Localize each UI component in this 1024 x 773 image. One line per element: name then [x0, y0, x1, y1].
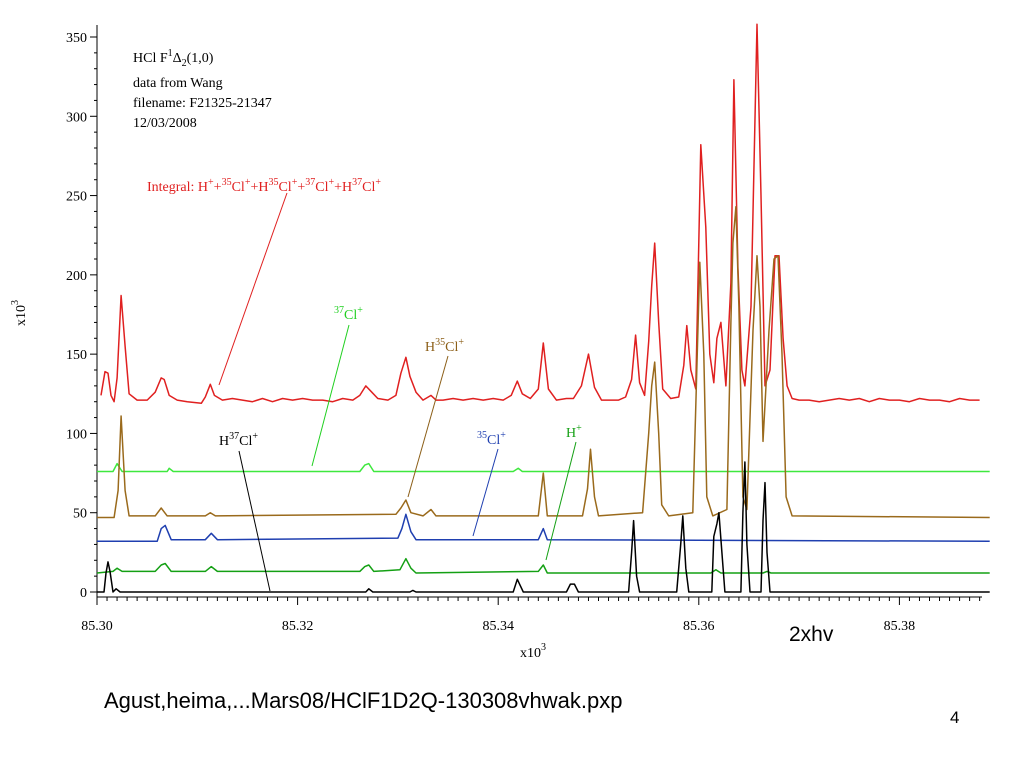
annotation-leader-h37cl: [238, 450, 271, 592]
y-axis-label: x103: [10, 300, 29, 326]
x-tick-label: 85.34: [482, 619, 514, 634]
series-line-cl37: [97, 462, 990, 473]
annotation-leader-h35cl: [407, 355, 449, 498]
y-tick-label: 200: [66, 269, 87, 284]
series-line-cl35: [97, 513, 990, 543]
y-tick-label: 300: [66, 110, 87, 125]
info-line-4: 12/03/2008: [133, 116, 197, 131]
series-line-h37cl: [97, 461, 990, 593]
y-tick-label: 250: [66, 190, 87, 205]
annotation-leader-integral: [218, 192, 288, 386]
annotation-label-cl37: 37Cl+: [334, 305, 363, 323]
annotation-label-cl35: 35Cl+: [477, 430, 506, 448]
series-line-hplus: [96, 557, 990, 574]
x-tick-label: 85.36: [683, 619, 715, 634]
series-line-h35cl: [97, 205, 990, 519]
y-tick-label: 100: [66, 427, 87, 442]
info-title: HCl F1Δ2(1,0): [133, 48, 214, 69]
file-path-caption: Agust,heima,...Mars08/HClF1D2Q-130308vhw…: [104, 688, 623, 713]
x-tick-label: 85.30: [81, 619, 113, 634]
page-number: 4: [950, 708, 960, 727]
annotation-leader-cl35: [472, 448, 499, 537]
y-tick-label: 350: [66, 31, 87, 46]
annotation-leader-cl37: [311, 324, 350, 467]
info-line-2: data from Wang: [133, 76, 223, 91]
two-photon-annotation: 2xhv: [789, 623, 834, 646]
x-axis-label: x103: [520, 642, 546, 661]
annotation-label-h37cl: H37Cl+: [219, 431, 258, 449]
y-tick-label: 0: [80, 586, 87, 601]
x-tick-label: 85.38: [884, 619, 916, 634]
x-tick-label: 85.32: [282, 619, 314, 634]
y-tick-label: 150: [66, 348, 87, 363]
info-line-3: filename: F21325-21347: [133, 96, 272, 111]
y-tick-label: 50: [73, 507, 87, 522]
annotation-leader-hplus: [545, 441, 577, 561]
annotation-label-h35cl: H35Cl+: [425, 337, 464, 355]
series-line-integral: [100, 23, 980, 405]
annotation-label-hplus: H+: [566, 423, 582, 441]
annotation-label-integral: Integral: H++35Cl++H35Cl++37Cl++H37Cl+: [147, 177, 381, 195]
